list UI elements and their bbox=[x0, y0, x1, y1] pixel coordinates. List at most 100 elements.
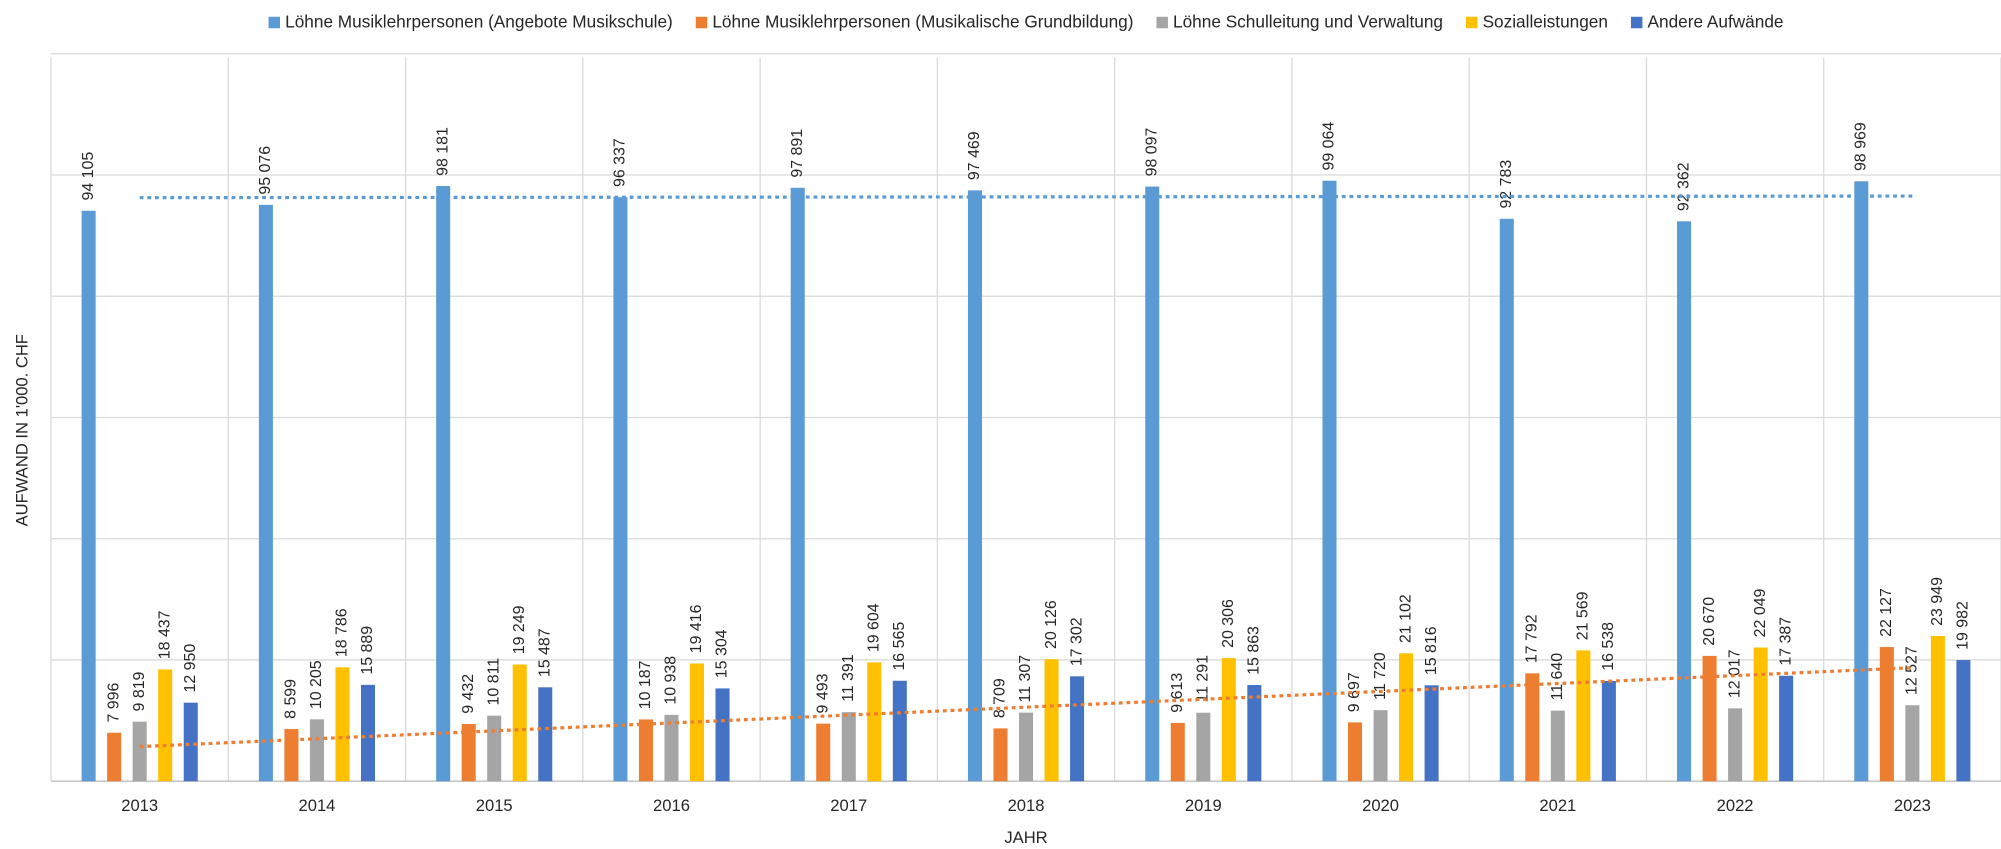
bar bbox=[538, 687, 553, 782]
value-label: 12 017 bbox=[1726, 649, 1743, 698]
x-tick-label: 2018 bbox=[1008, 796, 1045, 815]
bar bbox=[1044, 659, 1059, 782]
bar bbox=[1956, 660, 1971, 782]
bar bbox=[1550, 710, 1565, 782]
bar bbox=[715, 688, 730, 782]
bar bbox=[107, 732, 122, 782]
value-label: 9 493 bbox=[814, 673, 831, 713]
value-label: 99 064 bbox=[1321, 122, 1338, 171]
bar bbox=[461, 724, 476, 782]
y-axis-title: AUFWAND IN 1'000. CHF bbox=[12, 334, 31, 526]
bar bbox=[1145, 186, 1160, 782]
value-label: 98 181 bbox=[434, 127, 451, 176]
value-label: 19 604 bbox=[865, 603, 882, 652]
bar bbox=[1525, 673, 1540, 782]
value-label: 15 889 bbox=[359, 626, 376, 675]
bar bbox=[1348, 722, 1363, 782]
value-label: 10 205 bbox=[308, 660, 325, 709]
value-label: 10 938 bbox=[663, 656, 680, 705]
value-label: 9 697 bbox=[1346, 672, 1363, 712]
value-label: 17 387 bbox=[1777, 617, 1794, 666]
bar bbox=[967, 190, 982, 782]
value-label: 95 076 bbox=[257, 146, 274, 195]
bar bbox=[1879, 647, 1894, 782]
value-label: 97 891 bbox=[789, 129, 806, 178]
value-label: 19 249 bbox=[511, 605, 528, 654]
x-tick-label: 2013 bbox=[121, 796, 158, 815]
bar bbox=[1854, 181, 1869, 782]
value-label: 94 105 bbox=[80, 152, 97, 201]
legend-swatch bbox=[1630, 16, 1643, 29]
bar bbox=[309, 719, 324, 782]
value-label: 16 538 bbox=[1600, 622, 1617, 671]
value-label: 8 599 bbox=[283, 679, 300, 719]
value-label: 15 816 bbox=[1423, 626, 1440, 675]
legend-label: Andere Aufwände bbox=[1648, 12, 1784, 32]
value-label: 20 670 bbox=[1701, 597, 1718, 646]
bar bbox=[81, 210, 96, 782]
x-tick-label: 2021 bbox=[1539, 796, 1576, 815]
legend-swatch bbox=[695, 16, 708, 29]
value-label: 15 863 bbox=[1246, 626, 1263, 675]
value-label: 9 432 bbox=[460, 674, 477, 714]
value-label: 10 811 bbox=[485, 658, 502, 706]
legend-label: Löhne Musiklehrpersonen (Musikalische Gr… bbox=[712, 12, 1133, 32]
value-label: 11 291 bbox=[1195, 655, 1212, 703]
bar bbox=[183, 702, 198, 782]
bar bbox=[1196, 712, 1211, 782]
trendline bbox=[139, 666, 1913, 749]
bar bbox=[1499, 218, 1514, 782]
value-label: 22 127 bbox=[1878, 588, 1895, 637]
bar bbox=[284, 729, 299, 782]
value-label: 15 487 bbox=[536, 628, 553, 677]
bar bbox=[1373, 710, 1388, 782]
bar bbox=[1728, 708, 1743, 782]
bar bbox=[1399, 653, 1414, 782]
legend-label: Löhne Schulleitung und Verwaltung bbox=[1173, 12, 1443, 32]
value-label: 16 565 bbox=[891, 622, 908, 671]
value-label: 12 950 bbox=[182, 644, 199, 693]
legend: Löhne Musiklehrpersonen (Angebote Musiks… bbox=[268, 12, 1784, 32]
bars: 2013 94 105 7 996 9 819 18 437 12 950 2014 95 0… bbox=[80, 122, 1972, 815]
x-tick-label: 2015 bbox=[476, 796, 513, 815]
legend-label: Sozialleistungen bbox=[1483, 12, 1608, 32]
value-label: 9 819 bbox=[131, 671, 148, 711]
bar bbox=[1779, 675, 1794, 782]
legend-swatch bbox=[1156, 16, 1168, 29]
legend-swatch bbox=[268, 16, 281, 29]
bar bbox=[993, 728, 1008, 782]
x-tick-label: 2016 bbox=[653, 796, 690, 815]
bar bbox=[790, 187, 805, 782]
value-label: 18 437 bbox=[156, 610, 173, 659]
bar bbox=[335, 667, 350, 782]
bar bbox=[1930, 636, 1945, 782]
value-label: 92 783 bbox=[1498, 160, 1515, 209]
bar bbox=[1576, 650, 1591, 782]
bar bbox=[1753, 647, 1768, 782]
value-label: 11 640 bbox=[1549, 653, 1566, 701]
bar bbox=[1424, 685, 1439, 782]
value-label: 22 049 bbox=[1752, 588, 1769, 637]
value-label: 12 527 bbox=[1904, 646, 1921, 695]
value-label: 20 306 bbox=[1220, 599, 1237, 648]
bar bbox=[512, 664, 527, 782]
value-label: 98 969 bbox=[1853, 122, 1870, 171]
legend-label: Löhne Musiklehrpersonen (Angebote Musiks… bbox=[285, 12, 673, 32]
bar bbox=[816, 723, 831, 782]
bar bbox=[158, 669, 173, 782]
x-tick-label: 2017 bbox=[830, 796, 867, 815]
bar bbox=[1905, 705, 1920, 782]
value-label: 18 786 bbox=[334, 608, 351, 657]
bar bbox=[1601, 680, 1616, 782]
value-label: 11 307 bbox=[1017, 655, 1034, 703]
bar bbox=[841, 712, 856, 782]
legend-swatch bbox=[1465, 16, 1478, 29]
bar bbox=[258, 204, 273, 782]
value-label: 17 792 bbox=[1524, 614, 1541, 663]
bar bbox=[132, 721, 147, 782]
bar bbox=[689, 663, 705, 782]
bar bbox=[1170, 722, 1185, 782]
value-label: 7 996 bbox=[105, 682, 122, 722]
